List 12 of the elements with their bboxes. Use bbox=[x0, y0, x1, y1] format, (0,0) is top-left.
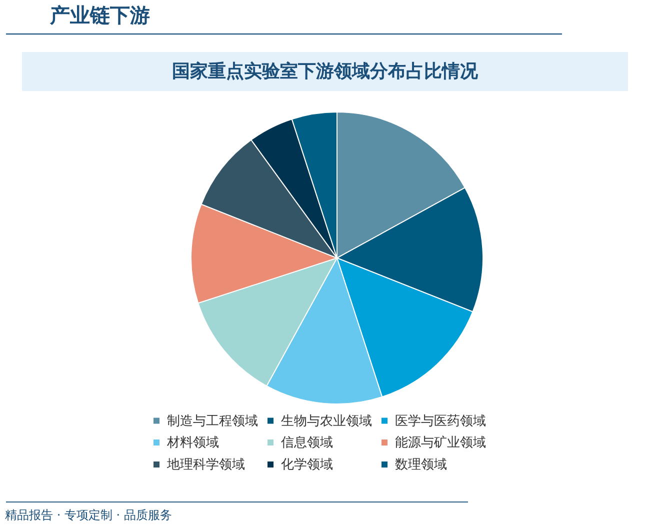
legend-label: 材料领域 bbox=[166, 436, 219, 450]
legend-label: 地理科学领域 bbox=[166, 458, 245, 472]
legend-label: 能源与矿业领域 bbox=[395, 436, 486, 450]
legend-label: 医学与医药领域 bbox=[395, 414, 486, 429]
legend-label: 制造与工程领域 bbox=[167, 414, 258, 429]
legend-label: 信息领域 bbox=[281, 436, 333, 450]
chart-title: 国家重点实验室下游领域分布占比情况 bbox=[172, 61, 479, 82]
legend-label: 化学领域 bbox=[281, 458, 333, 472]
text: 产业链下游 bbox=[49, 3, 150, 27]
text: 精品报告 · 专项定制 · 品质服务 bbox=[5, 508, 172, 522]
legend-label: 生物与农业领域 bbox=[281, 414, 372, 429]
legend-label: 数理领域 bbox=[395, 458, 447, 472]
